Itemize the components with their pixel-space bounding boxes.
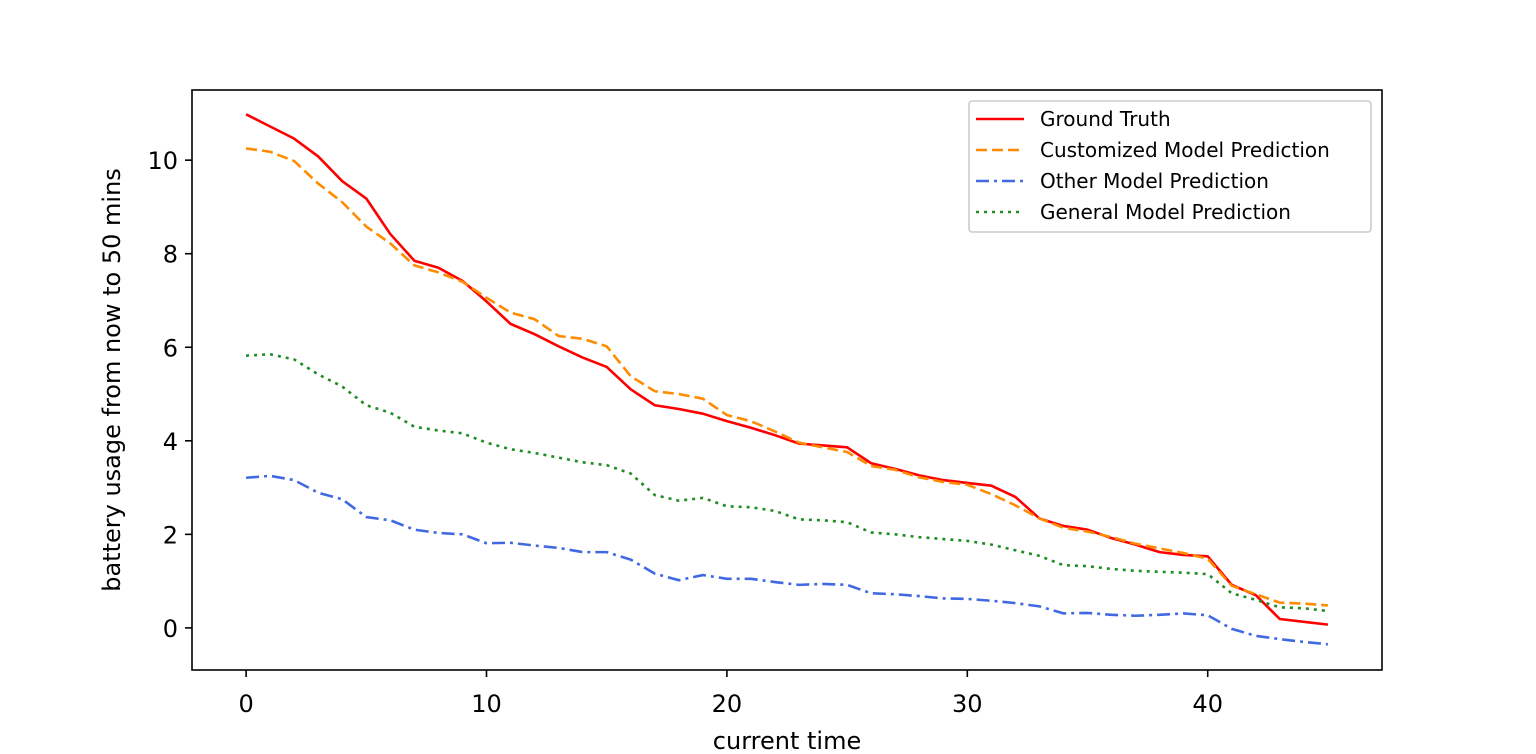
series-layer [245,113,1329,646]
series-line-other-model-prediction [245,474,1329,646]
x-tick-label: 0 [238,690,253,718]
y-tick-label: 2 [163,521,178,549]
plot-frame [191,89,1383,671]
series-line-customized-model-prediction [245,147,1329,607]
series-line-general-model-prediction [246,352,1329,613]
x-tick-label: 20 [712,690,743,718]
x-tick-label: 30 [952,690,983,718]
y-axis: 0 2 4 6 8 10 [147,147,192,643]
y-tick-label: 4 [163,428,178,456]
legend-label: Customized Model Prediction [1040,138,1330,162]
x-axis-label: current time [713,727,861,754]
y-tick-label: 8 [163,241,178,269]
legend-box [968,100,1372,233]
x-axis: 0 10 20 30 40 [238,670,1223,718]
y-tick-label: 6 [163,334,178,362]
y-tick-label: 10 [147,147,178,175]
legend: Ground Truth Customized Model Prediction O… [968,100,1372,233]
legend-label: Ground Truth [1040,107,1171,131]
x-tick-label: 10 [471,690,502,718]
y-tick-label: 0 [163,615,178,643]
y-axis-label: battery usage from now to 50 mins [98,168,126,592]
legend-label: General Model Prediction [1040,200,1291,224]
legend-label: Other Model Prediction [1040,169,1269,193]
x-tick-label: 40 [1192,690,1223,718]
series-line-ground-truth [245,113,1329,626]
